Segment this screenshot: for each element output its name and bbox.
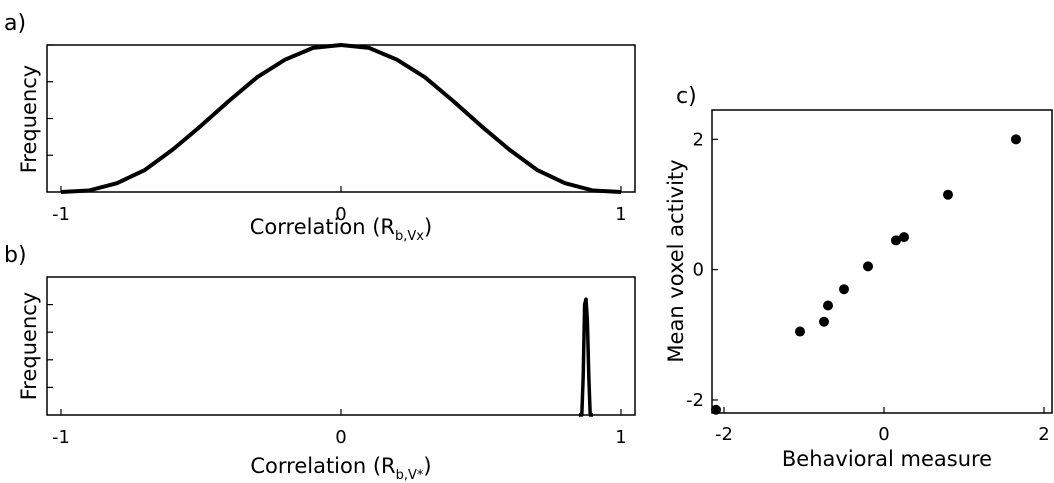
c-y-tick-label-0: -2 [686, 390, 704, 411]
panel-a-label: a) [4, 11, 26, 36]
panel-b-xlabel: Correlation (Rb,V*) [250, 454, 431, 483]
panel-a-series-line [60, 43, 622, 194]
panel-a-xlabel: Correlation (Rb,Vx) [250, 215, 432, 244]
a-x-tick-label-1: 0 [335, 204, 346, 225]
panel-b-label: b) [4, 243, 27, 268]
a-x-tick-label-2: 1 [615, 204, 626, 225]
b-x-tick-label-0: -1 [52, 427, 70, 448]
panel-c-points [711, 134, 1021, 415]
c-y-tick-label-2: 2 [693, 129, 704, 150]
scatter-point-6 [891, 235, 901, 246]
panel-b-ticks [47, 304, 622, 415]
scatter-point-2 [819, 316, 829, 327]
panel-c-y-tick-labels: -2 0 2 [686, 129, 704, 411]
scatter-point-3 [823, 300, 833, 311]
b-x-tick-label-2: 1 [615, 427, 626, 448]
panel-c: c) -2 0 2 -2 0 2 Behavioral measure Mean vox… [664, 84, 1053, 471]
panel-a-ylabel: Frequency [17, 65, 41, 174]
panel-a-frame [46, 44, 636, 193]
scatter-point-9 [1011, 134, 1021, 145]
scatter-point-0 [711, 404, 721, 415]
panel-c-ticks [712, 138, 1045, 413]
panel-c-ylabel: Mean voxel activity [664, 159, 688, 362]
scatter-point-5 [863, 261, 873, 272]
panel-c-label: c) [676, 84, 697, 109]
panel-b-ylabel: Frequency [17, 292, 41, 401]
scatter-point-8 [943, 189, 953, 200]
scatter-point-7 [899, 232, 909, 243]
panel-c-xlabel: Behavioral measure [782, 447, 992, 471]
panel-c-frame [711, 109, 1053, 414]
c-x-tick-label-1: 0 [878, 424, 889, 445]
b-x-tick-label-1: 0 [335, 427, 346, 448]
c-x-tick-label-2: 2 [1038, 424, 1049, 445]
panel-b-x-tick-labels: -1 0 1 [52, 427, 627, 448]
panel-a: a) -1 0 1 Correlation (Rb,Vx) Frequency [4, 11, 636, 244]
panel-a-x-tick-labels: -1 0 1 [52, 204, 627, 225]
c-y-tick-label-1: 0 [693, 260, 704, 281]
panel-b: b) -1 0 1 Correlation (Rb,V*) Frequency [4, 243, 636, 483]
panel-b-frame [46, 276, 636, 416]
a-x-tick-label-0: -1 [52, 204, 70, 225]
c-x-tick-label-0: -2 [715, 424, 733, 445]
scatter-point-4 [839, 284, 849, 295]
scatter-point-1 [795, 326, 805, 337]
panel-c-x-tick-labels: -2 0 2 [715, 424, 1050, 445]
panel-b-series-line [579, 297, 593, 417]
